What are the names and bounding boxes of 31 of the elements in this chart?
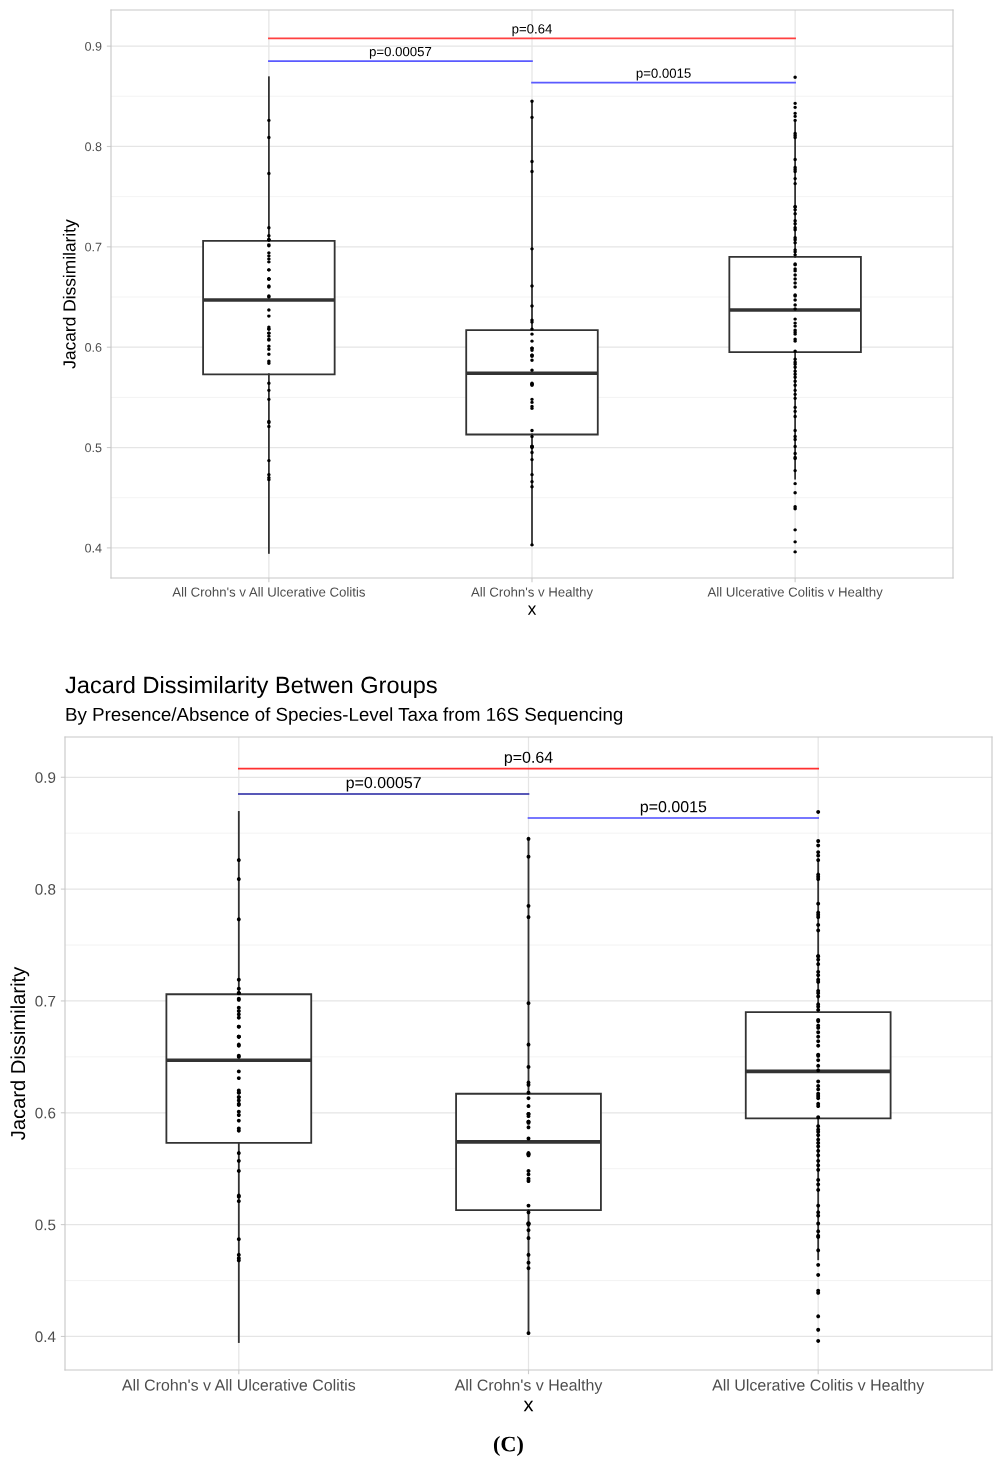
- y-tick-label: 0.9: [85, 41, 102, 51]
- chart-subtitle: By Presence/Absence of Species-Level Taxa from 16S Sequencing: [66, 707, 623, 725]
- y-axis-title: Jacard Dissimilarity: [62, 219, 80, 369]
- y-tick-label: 0.4: [85, 543, 102, 553]
- annotation: p=0.00057: [369, 46, 432, 59]
- x-axis-title: x: [527, 605, 537, 615]
- x-tick-label: All Ulcerative Colitis v Healthy: [712, 1379, 925, 1394]
- x-axis-title: x: [523, 1400, 534, 1412]
- text: (C): [493, 1435, 523, 1457]
- y-tick-label: 0.5: [85, 443, 102, 453]
- y-axis-title: Jacard Dissimilarity: [10, 966, 30, 1140]
- annotation: p=0.0015: [636, 68, 691, 81]
- y-tick-label: 0.7: [35, 995, 56, 1007]
- annotation: p=0.0015: [640, 801, 707, 816]
- x-tick-label: All Crohn's v Healthy: [454, 1379, 603, 1394]
- annotation: p=0.64: [512, 24, 552, 37]
- x-tick-label: All Ulcerative Colitis v Healthy: [707, 587, 883, 600]
- y-tick-label: 0.8: [35, 883, 56, 895]
- x-tick-label: All Crohn's v Healthy: [471, 587, 593, 600]
- annotation: p=0.64: [504, 751, 553, 767]
- y-tick-label: 0.5: [35, 1219, 56, 1231]
- x-tick-label: All Crohn's v All Ulcerative Colitis: [121, 1379, 356, 1391]
- y-tick-label: 0.9: [35, 772, 56, 783]
- y-tick-label: 0.6: [35, 1107, 56, 1119]
- y-tick-label: 0.7: [85, 242, 102, 252]
- y-tick-label: 0.4: [35, 1331, 56, 1343]
- y-tick-label: 0.8: [85, 142, 102, 152]
- chart-title: Jacard Dissimilarity Betwen Groups: [65, 675, 437, 698]
- annotation: p=0.00057: [346, 776, 421, 792]
- y-tick-label: 0.6: [85, 342, 102, 352]
- x-tick-label: All Crohn's v All Ulcerative Colitis: [172, 587, 365, 597]
